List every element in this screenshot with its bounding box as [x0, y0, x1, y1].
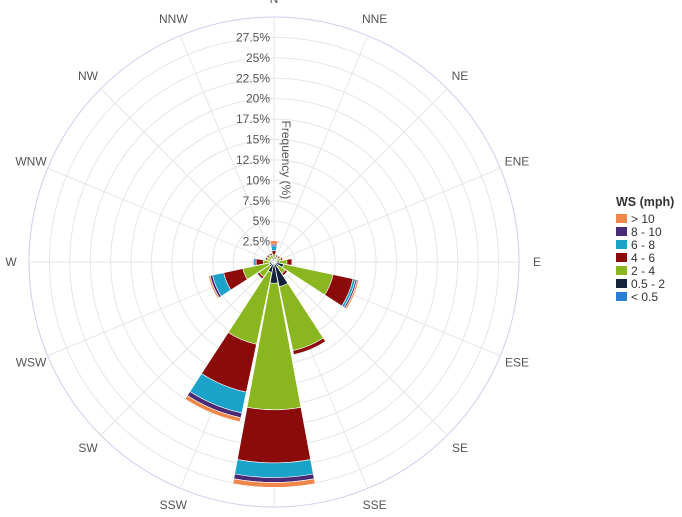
direction-label-n: N — [270, 0, 279, 6]
radial-tick-label: 20% — [246, 92, 270, 106]
legend-swatch — [616, 292, 627, 301]
petal-segment-w — [255, 258, 264, 266]
legend-label: 8 - 10 — [631, 224, 662, 239]
radial-tick-label: 17.5% — [236, 112, 270, 126]
petal-segment-w — [251, 257, 254, 267]
direction-label-sw: SW — [78, 441, 98, 455]
direction-label-nnw: NNW — [159, 12, 188, 26]
legend-item: 8 - 10 — [616, 224, 674, 239]
legend-swatch — [616, 227, 627, 236]
petal-segment-nnw — [267, 251, 273, 254]
legend-swatch — [616, 240, 627, 249]
legend-item: 6 - 8 — [616, 237, 674, 252]
direction-labels: NNNENEENEEESESESSESSSWSWWSWWWNWNWNNW — [5, 0, 541, 512]
petal-segment-se — [283, 271, 290, 278]
radial-tick-label: 15% — [246, 133, 270, 147]
legend-item: 4 - 6 — [616, 250, 674, 265]
petal-segment-wsw — [208, 275, 220, 299]
direction-label-ene: ENE — [505, 154, 530, 168]
legend-swatch — [616, 253, 627, 262]
grid-spoke — [179, 35, 275, 263]
legend-label: > 10 — [631, 211, 655, 226]
direction-label-wnw: WNW — [15, 154, 47, 168]
petal-segment-e — [286, 258, 293, 266]
grid-spoke — [273, 88, 448, 263]
radial-tick-label: 27.5% — [236, 30, 270, 44]
petal-segment-n — [269, 240, 279, 245]
legend-item: 2 - 4 — [616, 263, 674, 278]
direction-label-nw: NW — [78, 69, 99, 83]
petal-segment-e — [292, 258, 294, 266]
radial-tick-label: 10% — [246, 173, 270, 187]
petal-segment-n — [270, 245, 278, 252]
legend-title: WS (mph) — [616, 195, 675, 209]
legend-item: 0.5 - 2 — [616, 276, 674, 291]
petal-segment-sw — [255, 273, 263, 281]
radial-tick-label: 2.5% — [243, 235, 271, 249]
direction-label-nne: NNE — [362, 12, 387, 26]
radial-axis-title: Frequency (%) — [279, 121, 293, 200]
direction-label-w: W — [5, 255, 17, 269]
legend-label: 2 - 4 — [631, 263, 656, 278]
grid-spoke — [100, 261, 275, 436]
grid-spoke — [273, 167, 501, 263]
legend-swatch — [616, 266, 627, 275]
direction-label-e: E — [533, 255, 541, 269]
wind-rose-bars — [184, 240, 360, 488]
grid-spoke — [273, 261, 448, 436]
petal-segment-ssw — [184, 395, 242, 423]
direction-label-ne: NE — [452, 69, 469, 83]
radial-tick-label: 22.5% — [236, 71, 270, 85]
petal-segment-s — [232, 478, 316, 488]
petal-segment-sse — [293, 342, 327, 357]
direction-label-ssw: SSW — [160, 498, 188, 512]
direction-label-ese: ESE — [505, 356, 529, 370]
wind-rose-chart: 2.5% 5% 7.5% 10% 12.5% 15% 17.5% 20% 22.5% 25% 27.… — [5, 0, 541, 512]
petal-segment-s — [237, 406, 311, 464]
radial-tick-label: 5% — [253, 214, 271, 228]
radial-tick-label: 12.5% — [236, 153, 270, 167]
petal-segment-ese — [344, 279, 360, 310]
grid-spoke — [273, 35, 369, 263]
legend-item: > 10 — [616, 211, 674, 226]
legend-swatch — [616, 279, 627, 288]
radial-tick-label: 25% — [246, 51, 270, 65]
legend-label: 0.5 - 2 — [631, 276, 666, 291]
radial-tick-labels: 2.5% 5% 7.5% 10% 12.5% 15% 17.5% 20% 22.5% 25% 27.… — [236, 30, 270, 248]
legend-swatch — [616, 214, 627, 223]
direction-label-se: SE — [452, 441, 468, 455]
legend-label: < 0.5 — [631, 289, 659, 304]
radial-tick-label: 7.5% — [243, 194, 271, 208]
direction-label-sse: SSE — [363, 498, 387, 512]
direction-label-wsw: WSW — [16, 356, 47, 370]
legend-item: < 0.5 — [616, 289, 674, 304]
legend-label: 4 - 6 — [631, 250, 656, 265]
legend-label: 6 - 8 — [631, 237, 656, 252]
grid-spoke — [100, 88, 275, 263]
grid-spoke — [47, 167, 275, 263]
